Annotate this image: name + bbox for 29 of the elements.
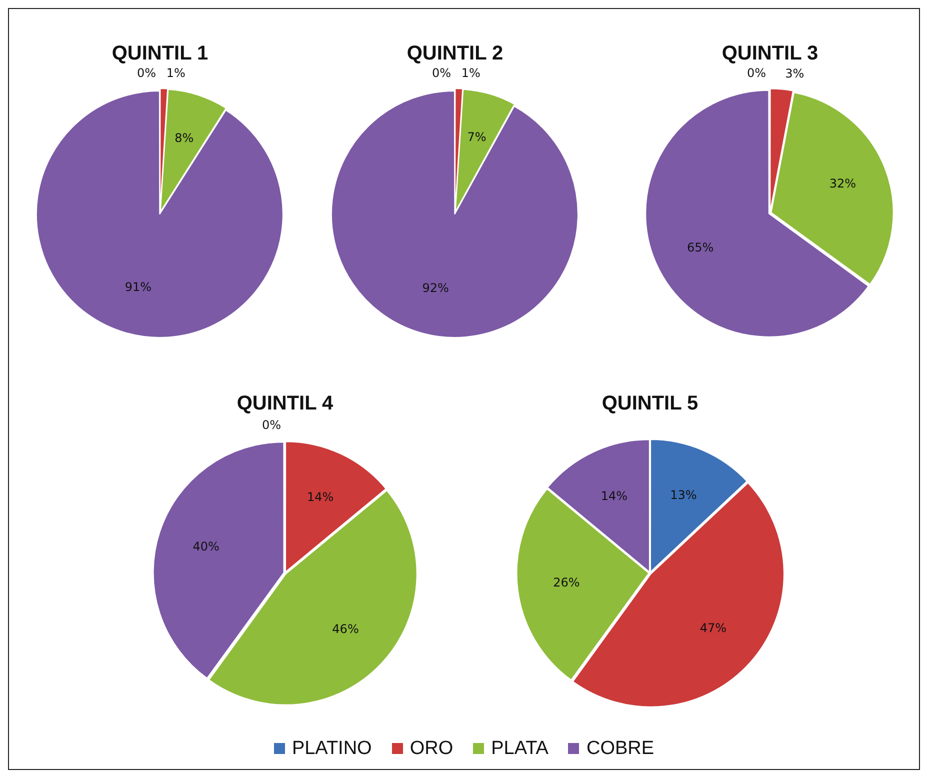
data-label: 14%	[307, 490, 334, 504]
text: 0%	[746, 66, 766, 80]
chart-title: QUINTIL 5	[602, 392, 698, 415]
chart-title: QUINTIL 3	[722, 42, 818, 65]
data-label: 3%	[785, 66, 804, 81]
data-label: 7%	[467, 130, 486, 144]
data-label: 47%	[700, 620, 726, 635]
text: 0%	[262, 418, 281, 432]
legend-label: COBRE	[585, 738, 654, 759]
data-label: 14%	[600, 488, 628, 503]
data-label: 65%	[686, 240, 714, 255]
data-label: 46%	[332, 622, 359, 636]
chart-title: QUINTIL 1	[112, 42, 208, 65]
data-label: 32%	[829, 176, 856, 190]
data-label: 13%	[670, 488, 697, 502]
legend-label: PLATINO	[290, 738, 372, 759]
text: 0%	[432, 66, 451, 80]
data-label: 40%	[192, 539, 220, 554]
legend-label: PLATA	[490, 738, 548, 759]
data-label: 1%	[166, 66, 186, 80]
data-label: 91%	[124, 280, 152, 294]
data-label: 26%	[553, 576, 580, 590]
data-label: 92%	[422, 280, 449, 295]
chart-title: QUINTIL 2	[406, 42, 504, 65]
legend-label: ORO	[408, 738, 454, 759]
chart-title: QUINTIL 4	[236, 392, 334, 415]
data-label: 8%	[174, 130, 194, 145]
text: 0%	[136, 66, 156, 80]
data-label: 1%	[461, 66, 480, 80]
